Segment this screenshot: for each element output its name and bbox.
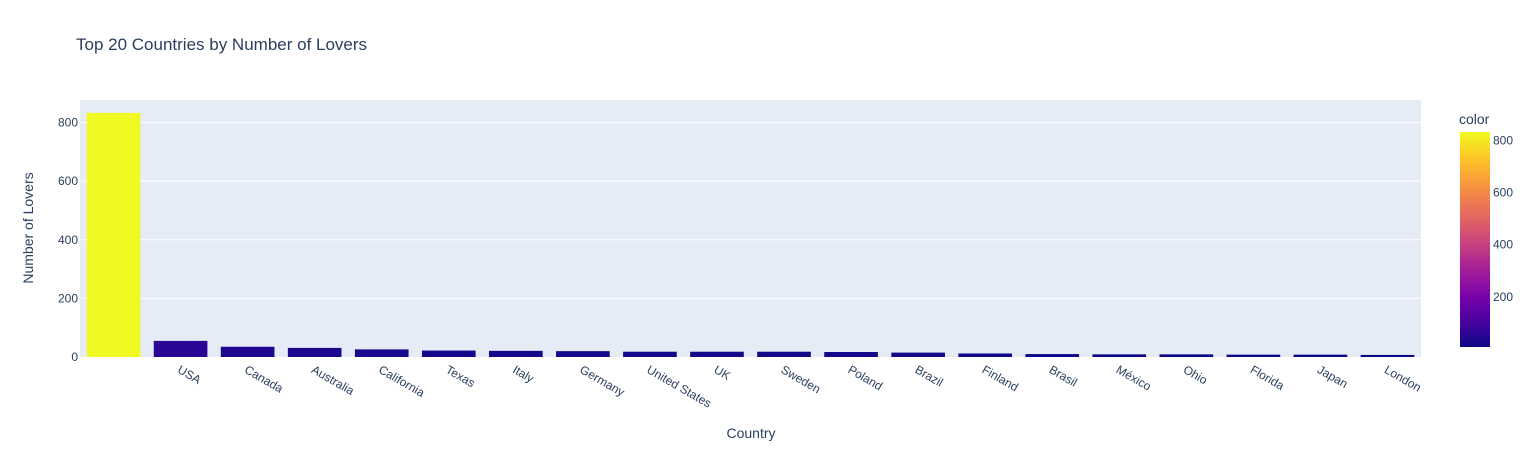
colorbar-ticks: 200 400 600 800 [1493,134,1513,304]
bar [86,112,141,358]
y-tick-label: 0 [71,350,78,364]
bar [690,351,744,357]
bar [1092,354,1147,357]
bar [824,352,878,357]
plot-area [80,100,1421,357]
x-tick-label: Brasil [1047,362,1080,389]
x-tick-label: Poland [846,362,885,393]
x-tick-label: California [376,362,427,400]
bar [958,353,1012,357]
chart-title: Top 20 Countries by Number of Lovers [76,35,367,54]
y-tick-label: 200 [58,291,78,305]
y-axis-title: Number of Lovers [20,172,36,283]
bar [220,346,275,357]
x-tick-label: México [1114,362,1154,393]
x-tick-label: Texas [443,362,477,390]
x-tick-label: Ohio [1181,362,1210,387]
bar [287,347,342,357]
x-tick-label: London [1382,362,1424,394]
bar [354,349,409,357]
y-axis-ticks: 0 200 400 600 800 [58,116,78,364]
y-tick-label: 600 [58,174,78,188]
bar [421,350,476,357]
bars [86,112,1415,358]
bar [1025,354,1080,357]
bar [489,350,543,357]
x-axis-title: Country [726,425,775,441]
bar [1293,354,1348,357]
x-tick-label: Australia [309,362,357,398]
gridlines [80,122,1421,299]
bar [556,351,610,357]
bar [153,340,208,357]
bar [1159,354,1214,357]
x-tick-label: Japan [1315,362,1350,390]
x-tick-label: Germany [577,362,627,399]
colorbar: color 200 400 600 800 [1459,111,1513,347]
x-tick-label: Florida [1248,362,1287,393]
x-tick-label: Finland [980,362,1021,394]
x-tick-label: Sweden [779,362,824,396]
x-tick-label: United States [644,362,713,410]
y-tick-label: 800 [58,116,78,130]
bar [1226,354,1281,357]
colorbar-tick-label: 800 [1493,134,1513,148]
x-tick-label: Canada [242,362,286,395]
x-axis-ticks: USA Canada Australia California Texas Italy Ge… [175,362,1424,410]
bar [891,352,945,357]
colorbar-gradient [1460,132,1490,347]
x-tick-label: Brazil [913,362,946,389]
colorbar-tick-label: 200 [1493,290,1513,304]
bar [1360,354,1415,357]
bar [757,351,811,357]
bar [623,351,677,357]
x-tick-label: Italy [510,362,536,385]
x-tick-label: UK [711,362,732,382]
y-tick-label: 400 [58,233,78,247]
colorbar-tick-label: 600 [1493,186,1513,200]
x-tick-label: USA [175,362,203,386]
colorbar-title: color [1459,111,1490,127]
colorbar-tick-label: 400 [1493,238,1513,252]
